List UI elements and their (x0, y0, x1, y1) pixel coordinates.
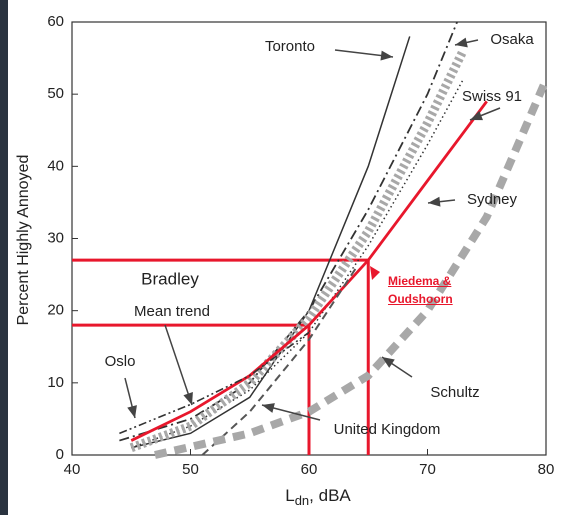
series-label: Toronto (265, 38, 315, 55)
arrow-head (455, 38, 468, 48)
arrow-head (470, 111, 483, 120)
y-tick-label: 10 (47, 374, 64, 391)
x-tick-label: 40 (64, 461, 81, 478)
x-tick-label: 70 (419, 461, 436, 478)
background-edge (0, 0, 8, 515)
arrow-head (428, 197, 440, 207)
series-line (131, 80, 463, 448)
series-label: Sydney (467, 191, 518, 208)
x-title-main: L (285, 486, 294, 505)
series-line (131, 51, 463, 448)
red-curve-label: Miedema & Oudshoorn (388, 272, 478, 308)
y-tick-label: 20 (47, 302, 64, 319)
series-label: Schultz (430, 384, 479, 401)
annotation: Bradley (141, 269, 199, 288)
series-line (119, 22, 457, 441)
y-tick-label: 0 (56, 446, 64, 463)
annotation: Mean trend (134, 303, 210, 320)
series-label: Oslo (105, 353, 136, 370)
x-tick-label: 50 (182, 461, 199, 478)
red-marker (370, 266, 380, 280)
x-title-rest: , dBA (309, 486, 351, 505)
arrow-head (127, 405, 137, 418)
arrow-head (262, 403, 275, 413)
x-title-sub: dn (295, 493, 309, 508)
y-tick-label: 60 (47, 13, 64, 30)
series-label: United Kingdom (334, 421, 441, 438)
page: {"chart_data":{"type":"line","y_label":"… (0, 0, 564, 515)
y-tick-label: 30 (47, 229, 64, 246)
arrow-head (380, 51, 393, 61)
series-label: Osaka (490, 31, 534, 48)
y-tick-label: 50 (47, 85, 64, 102)
x-tick-label: 80 (538, 461, 555, 478)
arrow-head (183, 392, 192, 405)
y-axis-title: Percent Highly Annoyed (15, 155, 32, 326)
series-label: Swiss 91 (462, 88, 522, 105)
x-tick-label: 60 (301, 461, 318, 478)
x-axis-title: Ldn, dBA (285, 486, 351, 508)
y-tick-label: 40 (47, 157, 64, 174)
arrow-shaft (165, 325, 192, 405)
chart: Percent Highly Annoyed Ldn, dBA 40 50 60 70… (0, 0, 564, 515)
